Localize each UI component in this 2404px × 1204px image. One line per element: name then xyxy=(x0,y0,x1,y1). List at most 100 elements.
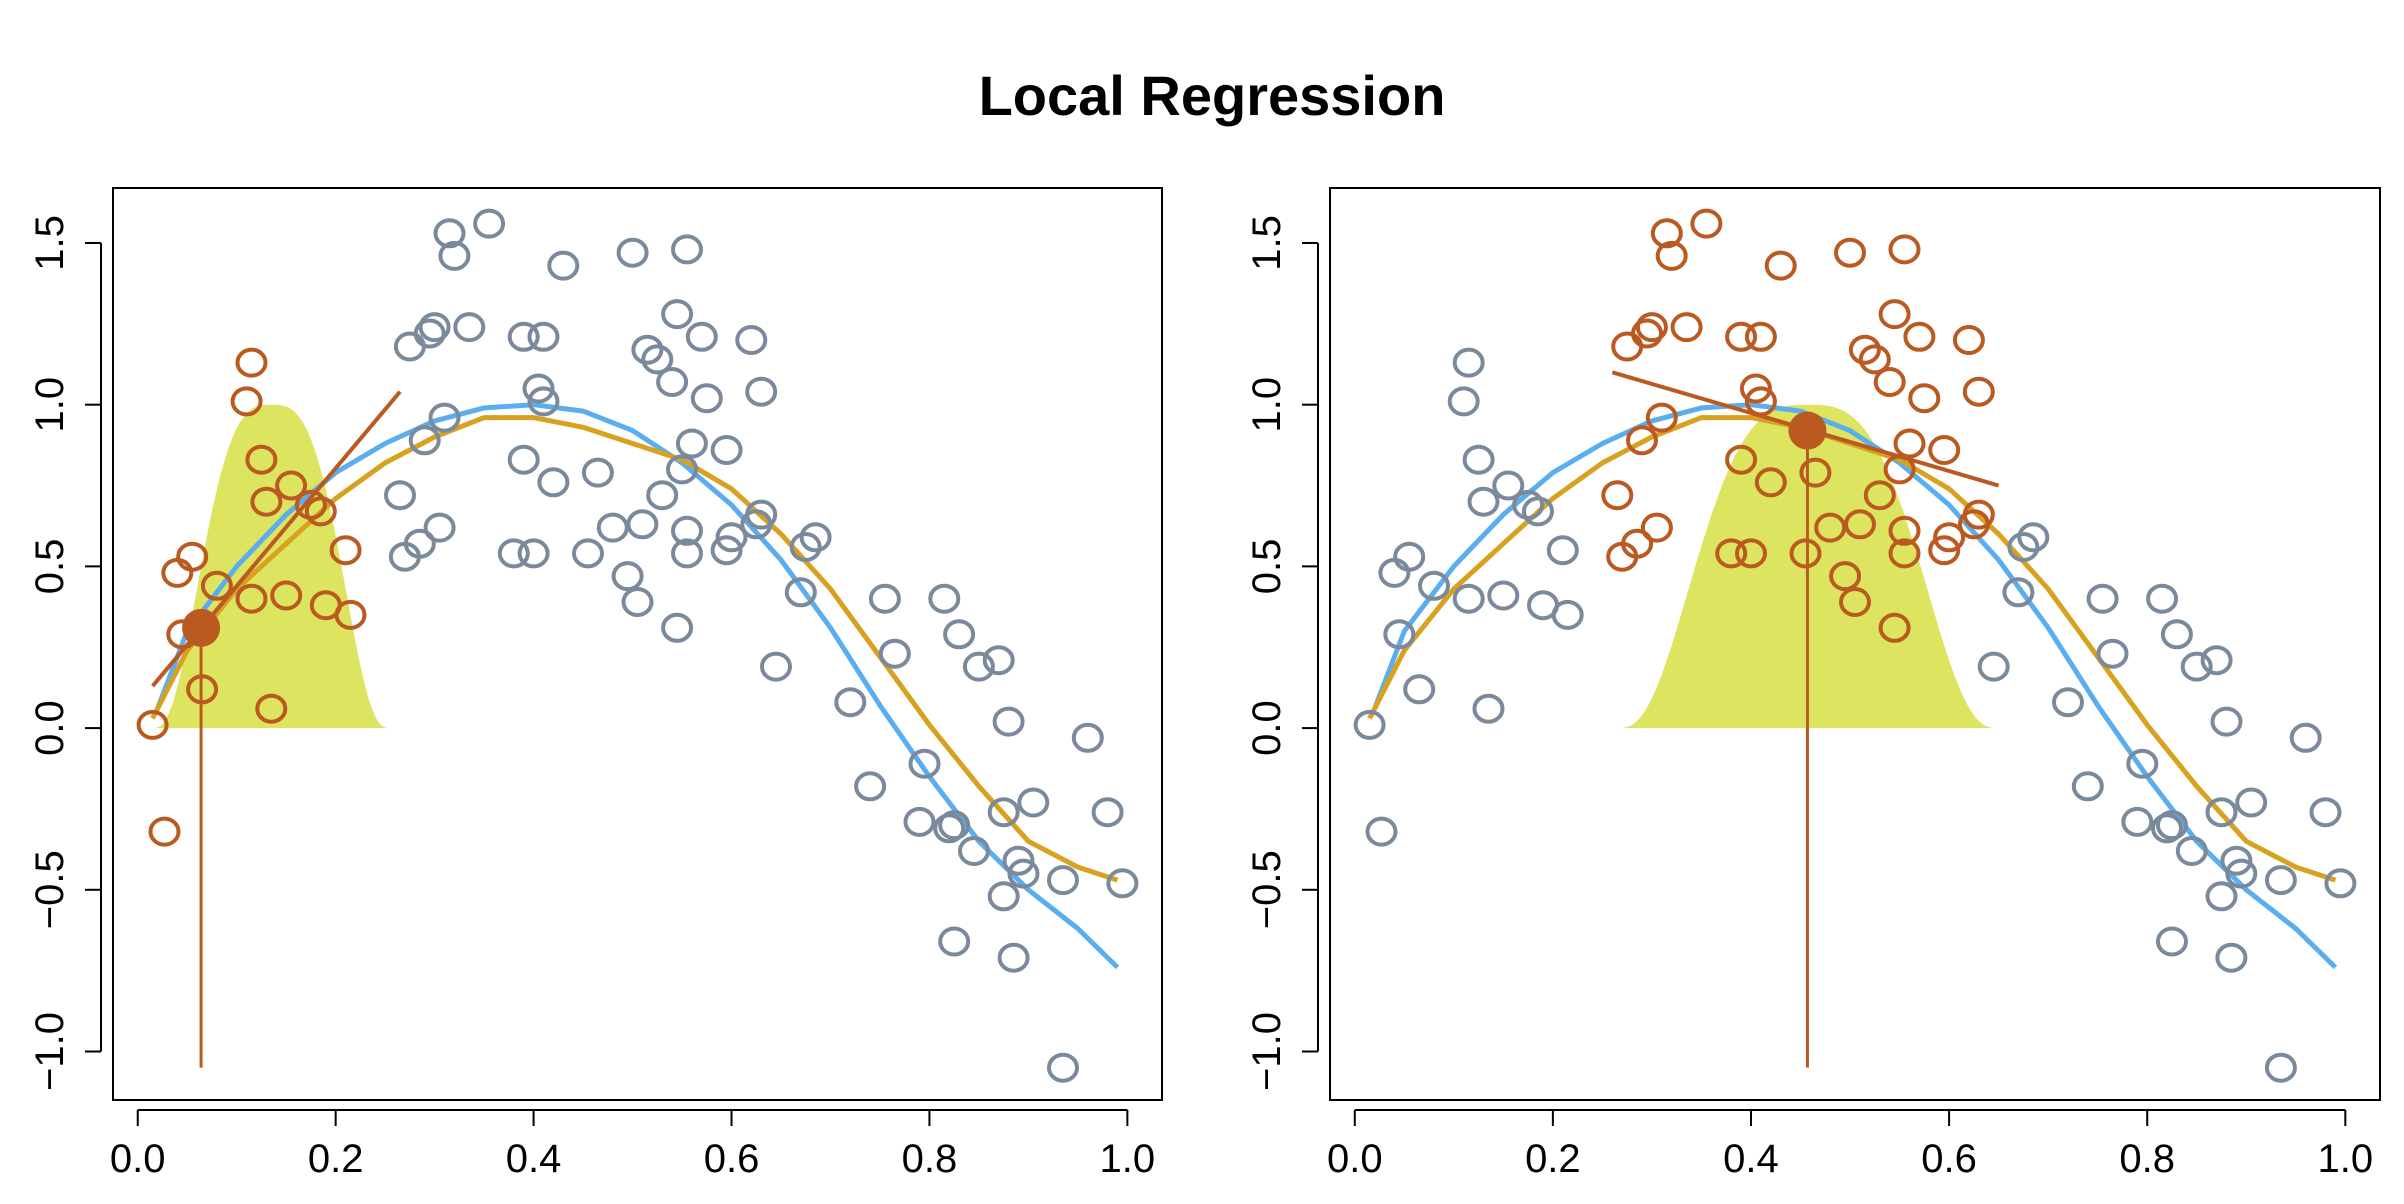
local-data-point xyxy=(1893,428,1926,459)
data-point xyxy=(789,532,822,562)
local-data-point xyxy=(200,570,233,601)
local-data-point xyxy=(255,693,288,724)
data-point xyxy=(2175,836,2208,866)
local-data-point xyxy=(1863,480,1896,511)
local-data-point xyxy=(1670,312,1703,343)
data-point xyxy=(428,402,461,433)
local-data-point xyxy=(304,496,337,527)
local-data-point xyxy=(1735,538,1767,569)
local-data-point xyxy=(1631,318,1663,349)
y-tick-label: −1.0 xyxy=(28,1012,72,1091)
x-tick-label: 0.0 xyxy=(1327,1137,1383,1181)
data-point xyxy=(1007,858,1040,889)
data-point xyxy=(1447,386,1480,417)
x-tick-label: 0.2 xyxy=(308,1137,364,1181)
data-point xyxy=(2156,926,2188,957)
data-point xyxy=(982,645,1015,676)
plot-frame xyxy=(112,187,1163,1101)
local-data-point xyxy=(1848,334,1881,365)
data-point xyxy=(631,334,664,365)
data-point xyxy=(2324,868,2357,899)
data-point xyxy=(1472,693,1505,724)
data-point xyxy=(854,771,887,802)
data-point xyxy=(1452,583,1485,614)
data-point xyxy=(671,234,703,265)
data-point xyxy=(537,467,570,498)
local-data-point xyxy=(1645,402,1678,433)
data-point xyxy=(641,344,674,375)
data-point xyxy=(1017,787,1050,818)
data-point xyxy=(987,797,1020,828)
data-point xyxy=(690,383,723,414)
local-data-point xyxy=(1903,321,1936,352)
local-data-point xyxy=(1739,373,1772,404)
local-data-point xyxy=(1799,457,1832,488)
local-data-point xyxy=(1888,515,1921,546)
data-point xyxy=(834,687,867,718)
data-point xyxy=(2160,619,2193,650)
data-point xyxy=(1551,599,1584,630)
data-point xyxy=(2071,771,2104,802)
local-data-point xyxy=(148,816,181,847)
data-point xyxy=(2264,1052,2297,1083)
data-point xyxy=(646,480,679,511)
target-point xyxy=(182,608,221,647)
x-tick-label: 1.0 xyxy=(1100,1137,1156,1181)
local-data-point xyxy=(275,470,308,501)
data-point xyxy=(408,425,441,456)
data-point xyxy=(2205,797,2238,828)
data-point xyxy=(473,208,506,239)
data-point xyxy=(1383,619,1416,650)
data-point xyxy=(2151,813,2183,844)
local-data-point xyxy=(1814,512,1847,543)
local-data-point xyxy=(1611,331,1644,362)
local-data-point xyxy=(1635,312,1668,343)
data-point xyxy=(928,583,961,614)
data-point xyxy=(2121,806,2154,837)
local-data-point xyxy=(245,444,278,475)
x-tick-label: 0.4 xyxy=(506,1137,562,1181)
chart-title: Local Regression xyxy=(979,64,1446,127)
local-data-point xyxy=(250,486,283,517)
x-tick-label: 0.8 xyxy=(2119,1137,2175,1181)
local-data-point xyxy=(1878,299,1911,330)
data-point xyxy=(1365,816,1398,847)
data-point xyxy=(626,509,659,540)
data-point xyxy=(715,522,748,553)
x-tick-label: 0.4 xyxy=(1723,1137,1779,1181)
data-point xyxy=(1418,570,1450,601)
local-data-point xyxy=(235,347,268,378)
local-data-point xyxy=(1952,325,1985,355)
data-point xyxy=(1106,868,1139,899)
data-point xyxy=(572,538,604,569)
data-point xyxy=(517,538,550,569)
data-point xyxy=(745,376,778,407)
data-point xyxy=(1467,486,1500,517)
y-tick-label: 1.0 xyxy=(1245,377,1289,433)
local-data-point xyxy=(1744,321,1777,352)
data-point xyxy=(671,515,703,546)
local-data-point xyxy=(1725,321,1758,352)
data-point xyxy=(1546,535,1579,566)
data-point xyxy=(522,373,555,404)
data-point xyxy=(661,612,694,643)
data-point xyxy=(903,806,936,837)
y-tick-label: 1.5 xyxy=(1245,215,1289,271)
local-data-point xyxy=(270,580,303,611)
local-data-point xyxy=(136,709,169,740)
local-data-point xyxy=(1928,535,1961,566)
data-point xyxy=(2180,651,2213,682)
local-data-point xyxy=(1690,208,1723,239)
local-data-point xyxy=(235,583,268,614)
data-point xyxy=(596,512,629,543)
local-data-point xyxy=(1878,612,1911,643)
true-function-curve xyxy=(155,402,1120,970)
local-data-point xyxy=(161,557,194,588)
data-point xyxy=(1071,722,1104,753)
data-point xyxy=(1492,470,1525,501)
data-point xyxy=(2309,797,2342,828)
local-data-point xyxy=(1621,528,1654,559)
data-point xyxy=(423,512,456,543)
data-point xyxy=(2205,881,2238,912)
data-point xyxy=(2007,532,2040,562)
